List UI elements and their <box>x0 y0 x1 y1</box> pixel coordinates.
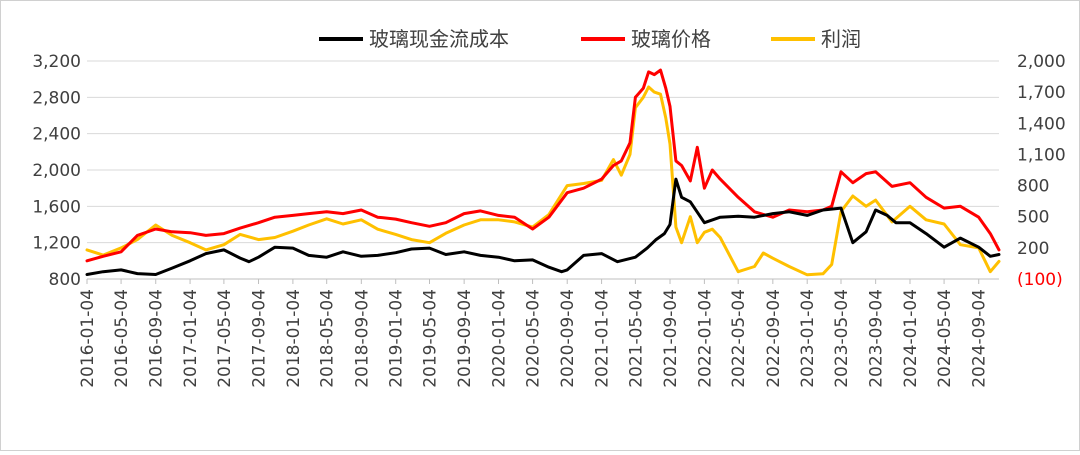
x-tick-label: 2023-09-04 <box>867 289 887 388</box>
y-left-tick-label: 800 <box>49 270 81 290</box>
legend: 玻璃现金流成本 玻璃价格 利润 <box>319 27 861 51</box>
series-line-profit <box>85 85 1001 277</box>
x-tick-label: 2016-09-04 <box>147 289 167 388</box>
x-tick-label: 2019-01-04 <box>387 289 407 388</box>
x-tick-label: 2022-09-04 <box>764 289 784 388</box>
gridlines <box>87 60 999 280</box>
y-left-tick-label: 1,200 <box>32 234 81 254</box>
x-tick-label: 2016-05-04 <box>112 289 132 388</box>
x-tick-label: 2021-09-04 <box>661 289 681 388</box>
y-right-tick-label: 500 <box>1017 208 1049 228</box>
series-lines <box>85 68 1001 277</box>
x-tick-label: 2018-05-04 <box>318 289 338 388</box>
y-axis-left: 800 1,200 1,600 2,000 2,400 2,800 3,200 <box>32 52 81 290</box>
x-tick-label: 2018-01-04 <box>284 289 304 388</box>
x-tick-label: 2024-05-04 <box>935 289 955 388</box>
y-right-tick-label: 1,700 <box>1017 83 1066 103</box>
y-left-tick-label: 2,800 <box>32 88 81 108</box>
x-tick-label: 2023-05-04 <box>832 289 852 388</box>
legend-label-profit: 利润 <box>821 27 861 51</box>
x-tick-label: 2017-01-04 <box>181 289 201 388</box>
x-tick-label: 2023-01-04 <box>798 289 818 388</box>
x-tick-label: 2019-09-04 <box>455 289 475 388</box>
x-tick-label: 2017-09-04 <box>250 289 270 388</box>
y-right-tick-label: (100) <box>1017 270 1063 290</box>
y-left-tick-label: 2,400 <box>32 125 81 145</box>
x-tick-label: 2022-01-04 <box>695 289 715 388</box>
series-line-price <box>85 68 1001 263</box>
legend-label-cost: 玻璃现金流成本 <box>369 27 509 51</box>
y-right-tick-label: 1,100 <box>1017 145 1066 165</box>
y-right-tick-label: 800 <box>1017 177 1049 197</box>
x-tick-label: 2021-01-04 <box>593 289 613 388</box>
y-left-tick-label: 3,200 <box>32 52 81 72</box>
x-tick-label: 2016-01-04 <box>78 289 98 388</box>
series-line-cost <box>85 177 1001 276</box>
y-right-tick-label: 200 <box>1017 239 1049 259</box>
x-tick-label: 2022-05-04 <box>729 289 749 388</box>
x-axis: 2016-01-04 2016-05-04 2016-09-04 2017-01-04… <box>78 278 999 388</box>
y-left-tick-label: 1,600 <box>32 197 81 217</box>
x-tick-label: 2024-09-04 <box>970 289 990 388</box>
x-tick-label: 2017-05-04 <box>215 289 235 388</box>
x-tick-label: 2018-09-04 <box>352 289 372 388</box>
legend-label-price: 玻璃价格 <box>631 27 711 51</box>
y-axis-right: (100) 200 500 800 1,100 1,400 1,700 2,000 <box>1017 52 1066 290</box>
x-tick-label: 2020-01-04 <box>489 289 509 388</box>
y-right-tick-label: 2,000 <box>1017 52 1066 72</box>
x-tick-label: 2024-01-04 <box>901 289 921 388</box>
y-left-tick-label: 2,000 <box>32 161 81 181</box>
y-right-tick-label: 1,400 <box>1017 114 1066 134</box>
x-tick-label: 2019-05-04 <box>420 289 440 388</box>
x-tick-label: 2020-09-04 <box>558 289 578 388</box>
x-tick-label: 2021-05-04 <box>626 289 646 388</box>
x-tick-label: 2020-05-04 <box>524 289 544 388</box>
